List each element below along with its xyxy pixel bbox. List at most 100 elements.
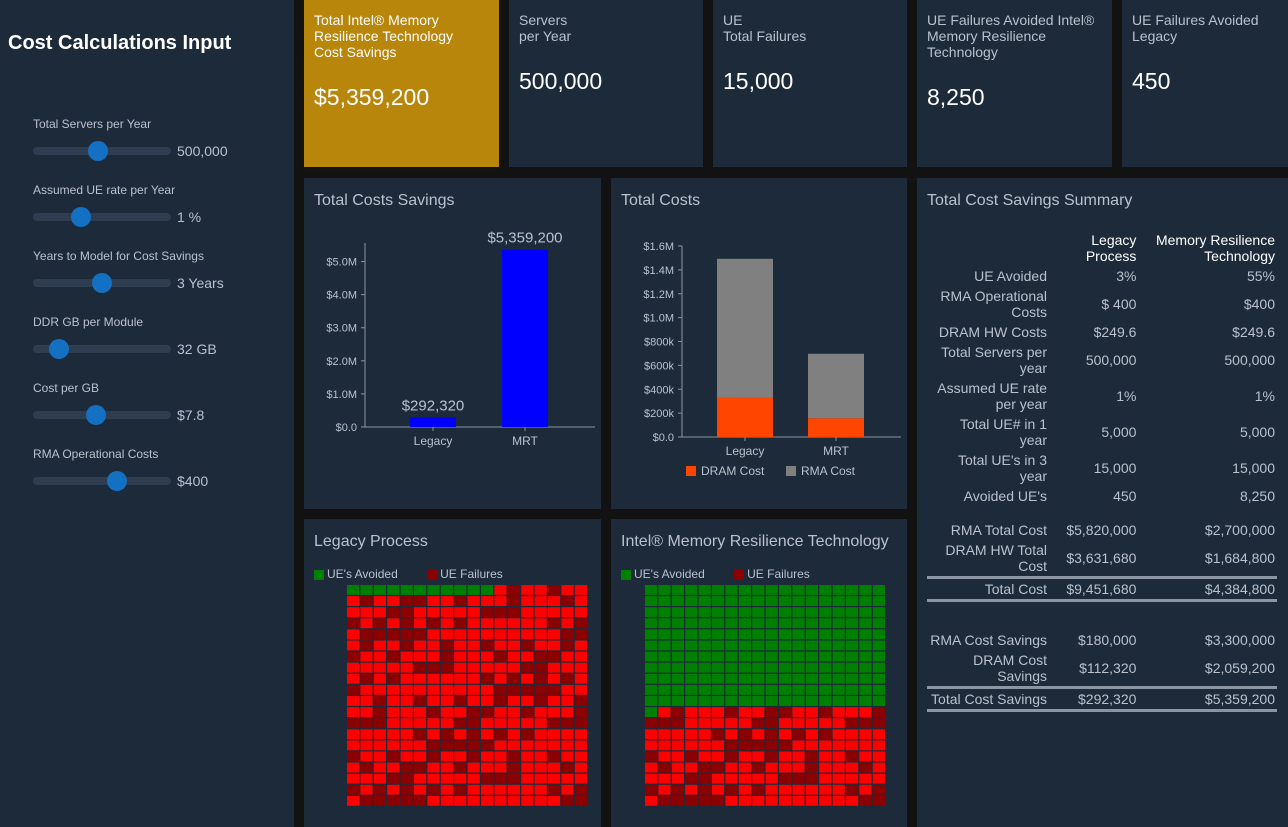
slider-thumb[interactable] <box>87 141 108 161</box>
waffle-cell-avoided <box>792 596 805 606</box>
waffle-cell-failure <box>725 795 738 806</box>
slider-row: 32 GB <box>33 339 283 359</box>
waffle-cell-failure <box>414 651 427 662</box>
waffle-cell-failure <box>574 729 587 740</box>
waffle-cell-failure <box>548 762 561 773</box>
slider-track[interactable] <box>33 345 171 353</box>
slider-label: Assumed UE rate per Year <box>33 183 176 197</box>
waffle-cell-failure <box>507 662 520 673</box>
kpi-label: UE Total Failures <box>723 12 807 44</box>
waffle-cell-avoided <box>765 696 778 706</box>
waffle-cell-failure <box>521 662 534 673</box>
waffle-cell-failure <box>574 707 587 717</box>
slider-thumb[interactable] <box>92 273 112 293</box>
waffle-cell-failure <box>414 696 427 706</box>
waffle-cell-failure <box>387 729 400 740</box>
waffle-cell-failure <box>414 729 427 740</box>
waffle-cell-failure <box>414 607 427 618</box>
waffle-cell-avoided <box>859 618 872 629</box>
waffle-cell-failure <box>779 751 792 762</box>
waffle-cell-failure <box>534 640 547 651</box>
waffle-cell-failure <box>658 795 671 806</box>
slider-track[interactable] <box>33 213 171 221</box>
row-value: $9,451,680 <box>1049 579 1139 602</box>
waffle-cell-failure <box>792 740 805 751</box>
waffle-cell-avoided <box>872 662 885 673</box>
waffle-cell-failure <box>872 751 885 762</box>
waffle-cell-failure <box>360 607 373 618</box>
waffle-cell-failure <box>360 773 373 784</box>
waffle-cell-failure <box>548 585 561 595</box>
waffle-cell-avoided <box>658 618 671 629</box>
waffle-cell-failure <box>561 662 574 673</box>
waffle-cell-failure <box>574 651 587 662</box>
waffle-cell-failure <box>414 640 427 651</box>
waffle-cell-failure <box>846 729 859 740</box>
waffle-cell-failure <box>400 618 413 629</box>
slider-thumb[interactable] <box>49 339 70 359</box>
waffle-cell-failure <box>400 673 413 684</box>
slider-label: Total Servers per Year <box>33 117 152 131</box>
waffle-cell-failure <box>725 784 738 795</box>
legacy-waffle-card: Legacy Process UE's Avoided UE Failures <box>304 519 601 827</box>
slider-track[interactable] <box>33 477 171 485</box>
waffle-cell-failure <box>494 751 507 762</box>
waffle-cell-failure <box>698 773 711 784</box>
waffle-cell-failure <box>373 696 386 706</box>
slider-value: 500,000 <box>177 143 228 159</box>
waffle-cell-avoided <box>712 696 725 706</box>
summary-card: Total Cost Savings Summary Legacy Proces… <box>917 178 1288 827</box>
waffle-cell-failure <box>427 640 440 651</box>
waffle-cell-avoided <box>645 651 658 662</box>
waffle-cell-avoided <box>685 585 698 595</box>
waffle-cell-failure <box>400 640 413 651</box>
waffle-cell-avoided <box>712 618 725 629</box>
waffle-cell-failure <box>347 618 360 629</box>
waffle-cell-failure <box>400 596 413 606</box>
row-label: Total UE's in 3 year <box>957 452 1047 484</box>
slider-thumb[interactable] <box>86 405 107 425</box>
waffle-cell-failure <box>712 773 725 784</box>
waffle-cell-failure <box>427 651 440 662</box>
waffle-cell-failure <box>685 795 698 806</box>
waffle-cell-failure <box>481 629 494 640</box>
spacer-cell <box>927 506 1277 520</box>
waffle-cell-failure <box>534 585 547 595</box>
waffle-cell-failure <box>400 607 413 618</box>
waffle-cell-failure <box>440 684 453 695</box>
row-value: 55% <box>1246 268 1275 284</box>
waffle-cell-avoided <box>832 607 845 618</box>
spacer-row <box>927 602 1277 616</box>
waffle-cell-failure <box>712 762 725 773</box>
waffle-cell-failure <box>548 795 561 806</box>
waffle-cell-failure <box>534 784 547 795</box>
header-cell: Legacy Process <box>1085 232 1137 264</box>
kpi-value: 500,000 <box>519 68 603 94</box>
waffle-cell-avoided <box>671 640 684 651</box>
waffle-cell-failure <box>534 629 547 640</box>
waffle-cell-avoided <box>738 629 751 640</box>
waffle-cell-avoided <box>698 629 711 640</box>
waffle-cell-avoided <box>671 696 684 706</box>
savings-bar-chart: $0.0 $1.0M $2.0M $3.0M $4.0M $5.0M $292,320 Leg… <box>326 230 595 448</box>
waffle-cell-failure <box>765 707 778 717</box>
waffle-cell-avoided <box>765 662 778 673</box>
waffle-cell-failure <box>521 762 534 773</box>
waffle-cell-failure <box>360 651 373 662</box>
waffle-cell-failure <box>360 784 373 795</box>
waffle-cell-failure <box>574 696 587 706</box>
waffle-cell-failure <box>467 773 480 784</box>
waffle-cell-avoided <box>779 607 792 618</box>
waffle-cell-failure <box>548 696 561 706</box>
waffle-cell-failure <box>347 740 360 751</box>
waffle-cell-failure <box>832 751 845 762</box>
waffle-cell-failure <box>872 707 885 717</box>
waffle-cell-failure <box>548 684 561 695</box>
waffle-cell-avoided <box>387 585 400 595</box>
waffle-cell-failure <box>779 784 792 795</box>
waffle-cell-failure <box>685 740 698 751</box>
input-sidebar: Cost Calculations Input Total Servers pe… <box>0 0 294 827</box>
slider-thumb[interactable] <box>107 471 128 491</box>
waffle-cell-failure <box>574 751 587 762</box>
slider-thumb[interactable] <box>71 207 92 227</box>
